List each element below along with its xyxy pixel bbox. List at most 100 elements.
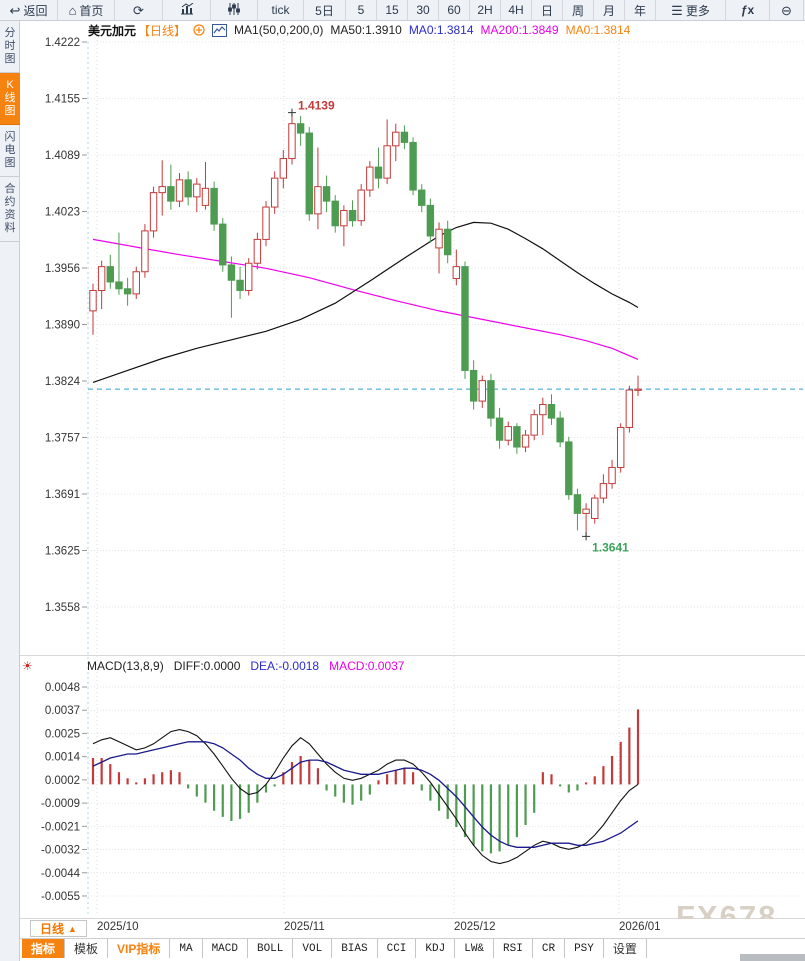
candle-body — [634, 388, 642, 391]
sidebar-item-kline-chart[interactable]: K 线 图 — [0, 73, 20, 125]
home-icon: ⌂ — [68, 2, 77, 18]
candle-body — [184, 179, 192, 198]
sidebar-item-lightning-chart[interactable]: 闪 电 图 — [0, 125, 20, 177]
candle-body — [392, 131, 400, 147]
toolbar-item-label: 月 — [602, 3, 615, 18]
toolbar-item-m15[interactable]: 15 — [377, 0, 408, 20]
macd-axis-label: 0.0014 — [45, 752, 81, 764]
indicator-tab-vip-indicator[interactable]: VIP指标 — [108, 939, 171, 958]
toolbar-item-label: 5日 — [315, 3, 334, 18]
toolbar-item-refresh[interactable]: ⟳ — [115, 0, 163, 20]
candle-body — [547, 403, 556, 419]
horizontal-scrollbar-thumb[interactable] — [740, 954, 805, 961]
ma0-blue-value: MA0:1.3814 — [408, 23, 474, 37]
indicator-tab-boll[interactable]: BOLL — [248, 939, 294, 958]
macd-header: MACD(13,8,9) DIFF:0.0000 DEA:-0.0018 MAC… — [87, 659, 404, 674]
indicator-tab-kdj[interactable]: KDJ — [416, 939, 456, 958]
candle-body — [253, 238, 262, 264]
toolbar-item-month[interactable]: 月 — [594, 0, 625, 20]
toolbar-item-label: 2H — [477, 3, 493, 17]
toolbar-item-back[interactable]: ↩ 返回 — [0, 0, 58, 20]
toolbar-item-label: 周 — [571, 3, 584, 18]
candle-body — [565, 441, 573, 496]
macd-diff-value: DIFF:0.0000 — [173, 659, 241, 673]
price-axis-label: 1.3824 — [45, 376, 81, 388]
macd-dea-line — [92, 741, 639, 848]
candle-body — [599, 483, 608, 499]
candle-body — [366, 166, 374, 191]
candle-body — [539, 403, 547, 416]
indicator-tab-cr[interactable]: CR — [533, 939, 566, 958]
indicator-tabbar: 指标 模板 VIP指标 MA MACD BOLL VOL BIAS CCI KDJ LW& RSI CR… — [20, 938, 805, 958]
indicator-tab-psy[interactable]: PSY — [565, 939, 604, 958]
toolbar-item-year[interactable]: 年 — [625, 0, 656, 20]
indicator-tab-vol[interactable]: VOL — [293, 939, 333, 958]
macd-dea-value: DEA:-0.0018 — [250, 659, 320, 673]
indicator-tab-template[interactable]: 模板 — [65, 939, 109, 958]
candle-body — [97, 266, 106, 291]
sidebar-item-contract-info[interactable]: 合 约 资 料 — [0, 177, 20, 242]
candle-body — [210, 187, 218, 225]
period-dropdown-button[interactable]: 日线 ▲ — [30, 920, 87, 937]
indicator-tab-settings[interactable]: 设置 — [604, 939, 647, 958]
toolbar-item-h2[interactable]: 2H — [470, 0, 501, 20]
macd-axis-label: 0.0048 — [45, 682, 80, 694]
toolbar-item-tick[interactable]: tick — [258, 0, 304, 20]
add-indicator-icon[interactable] — [193, 24, 205, 36]
x-axis-label: 2025/10 — [97, 921, 139, 933]
sidebar-item-time-chart[interactable]: 分 时 图 — [0, 21, 20, 73]
price-axis-label: 1.4089 — [45, 150, 80, 162]
ma0-orange-value: MA0:1.3814 — [565, 23, 631, 37]
top-toolbar: ↩ 返回 ⌂ 首页 ⟳ tick 5日 5 15 30 60 2H 4H 日周 月 年 ☰ 更多 ƒx ⊖ — [0, 0, 805, 21]
indicator-tab-rsi[interactable]: RSI — [494, 939, 533, 958]
candlestick-chart-canvas[interactable]: 1.4222 1.4155 1.4089 1.4023 1.3956 1.3890 1.38… — [20, 20, 805, 919]
toolbar-item-m5[interactable]: 5 — [346, 0, 377, 20]
candle-body — [123, 288, 132, 295]
toolbar-item-label: 5 — [357, 3, 365, 17]
indicator-tab-lw[interactable]: LW& — [455, 939, 495, 958]
candle-body — [582, 508, 590, 514]
price-axis-label: 1.3956 — [45, 263, 80, 275]
toolbar-item-label: 年 — [633, 3, 646, 18]
macd-axis-label: -0.0021 — [41, 821, 80, 833]
candle-body — [452, 266, 461, 280]
toolbar-item-chart-style[interactable] — [163, 0, 211, 20]
toolbar-item-day[interactable]: 日 — [532, 0, 563, 20]
candle-body — [556, 417, 564, 443]
toolbar-item-m30[interactable]: 30 — [408, 0, 439, 20]
price-annotation: 1.4139 — [298, 99, 335, 113]
indicator-tab-bias[interactable]: BIAS — [332, 939, 378, 958]
indicator-tab-macd[interactable]: MACD — [203, 939, 248, 958]
ma50-line — [92, 221, 639, 383]
toolbar-item-label: 30 — [416, 3, 430, 17]
indicator-settings-sun-icon[interactable]: ☀ — [22, 659, 33, 673]
period-dropdown-label: 日线 — [40, 922, 65, 936]
candle-body — [106, 266, 115, 283]
price-axis-label: 1.3558 — [45, 602, 80, 614]
candle-body — [513, 426, 521, 448]
macd-axis-label: 0.0002 — [45, 775, 80, 787]
ma-chart-icon[interactable] — [212, 23, 228, 37]
toolbar-item-home[interactable]: ⌂ 首页 — [58, 0, 115, 20]
candle-body — [418, 189, 426, 206]
toolbar-item-label: ƒx — [740, 3, 755, 17]
toolbar-item-5d[interactable]: 5日 — [304, 0, 346, 20]
toolbar-item-h4[interactable]: 4H — [501, 0, 532, 20]
candle-body — [573, 494, 582, 514]
indicator-tab-ma[interactable]: MA — [170, 939, 203, 958]
toolbar-item-fx[interactable]: ƒx — [726, 0, 770, 20]
indicator-tab-indicator[interactable]: 指标 — [22, 939, 66, 958]
candle-body — [616, 426, 625, 468]
indicator-tab-cci[interactable]: CCI — [378, 939, 417, 958]
candle-body — [348, 209, 357, 222]
macd-axis-label: 0.0037 — [45, 705, 80, 717]
toolbar-item-zoom-out[interactable]: ⊖ — [770, 0, 804, 20]
toolbar-item-week[interactable]: 周 — [563, 0, 594, 20]
toolbar-item-more[interactable]: ☰ 更多 — [656, 0, 726, 20]
toolbar-item-kline-style[interactable] — [211, 0, 258, 20]
candle-body — [322, 186, 331, 202]
candle-body — [591, 497, 599, 520]
toolbar-item-m60[interactable]: 60 — [439, 0, 470, 20]
toolbar-item-label: 返回 — [23, 3, 48, 18]
candle-body — [521, 434, 530, 448]
